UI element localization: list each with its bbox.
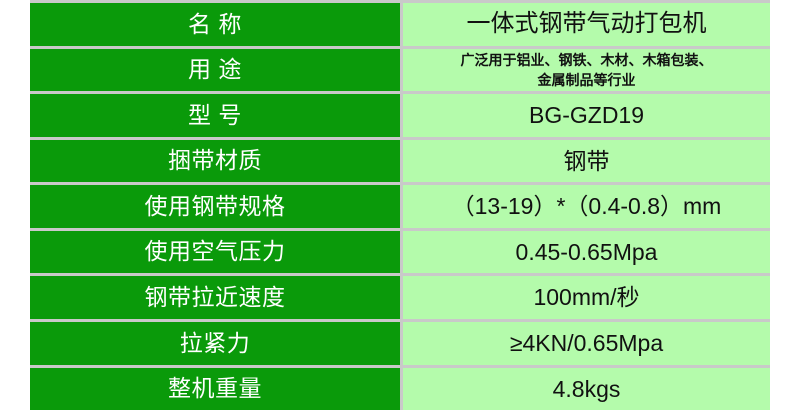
spec-value-cell: （13-19）*（0.4-0.8）mm <box>403 185 770 228</box>
spec-value-cell: 100mm/秒 <box>403 276 770 319</box>
spec-label-cell: 用 途 <box>30 48 400 92</box>
spec-value-line: ≥4KN/0.65Mpa <box>509 330 664 356</box>
spec-value-cell: 4.8kgs <box>403 367 770 410</box>
spec-value-line: 广泛用于铝业、钢铁、木材、木箱包装、 <box>460 51 713 68</box>
specification-table: 名 称一体式钢带气动打包机用 途广泛用于铝业、钢铁、木材、木箱包装、 金属制品等行… <box>30 0 770 410</box>
spec-label-cell: 捆带材质 <box>30 139 400 183</box>
table-row: 使用钢带规格 （13-19）*（0.4-0.8）mm <box>30 185 770 228</box>
spec-value-line: BG-GZD19 <box>528 102 645 129</box>
spec-value-line: （13-19）*（0.4-0.8）mm <box>451 193 722 220</box>
table-row: 拉紧力 ≥4KN/0.65Mpa <box>30 321 770 365</box>
spec-label-cell: 拉紧力 <box>30 321 400 365</box>
table-row: 捆带材质 钢带 <box>30 139 770 183</box>
spec-label-cell: 使用空气压力 <box>30 230 400 274</box>
spec-value-cell: BG-GZD19 <box>403 94 770 137</box>
table-row: 使用空气压力 0.45-0.65Mpa <box>30 230 770 274</box>
table-row: 整机重量 4.8kgs <box>30 367 770 410</box>
spec-value-cell: 一体式钢带气动打包机 <box>403 3 770 46</box>
spec-value-line: 钢带 <box>563 147 610 174</box>
spec-value-line: 金属制品等行业 <box>537 71 636 88</box>
table-row: 用 途广泛用于铝业、钢铁、木材、木箱包装、 金属制品等行业 <box>30 48 770 92</box>
spec-label-cell: 型 号 <box>30 94 400 137</box>
spec-label-cell: 钢带拉近速度 <box>30 276 400 319</box>
spec-label-cell: 使用钢带规格 <box>30 185 400 228</box>
spec-value-line: 一体式钢带气动打包机 <box>466 10 707 38</box>
spec-value-line: 4.8kgs <box>552 375 621 402</box>
spec-value-cell: 钢带 <box>403 139 770 183</box>
spec-value-line: 100mm/秒 <box>533 284 640 311</box>
spec-value-line: 0.45-0.65Mpa <box>515 238 658 265</box>
table-row: 型 号 BG-GZD19 <box>30 94 770 137</box>
spec-value-cell: 广泛用于铝业、钢铁、木材、木箱包装、 金属制品等行业 <box>403 48 770 92</box>
table-row: 钢带拉近速度 100mm/秒 <box>30 276 770 319</box>
spec-label-cell: 整机重量 <box>30 367 400 410</box>
table-row: 名 称 一体式钢带气动打包机 <box>30 3 770 46</box>
spec-label-cell: 名 称 <box>30 3 400 46</box>
spec-value-cell: 0.45-0.65Mpa <box>403 230 770 274</box>
spec-value-cell: ≥4KN/0.65Mpa <box>403 321 770 365</box>
